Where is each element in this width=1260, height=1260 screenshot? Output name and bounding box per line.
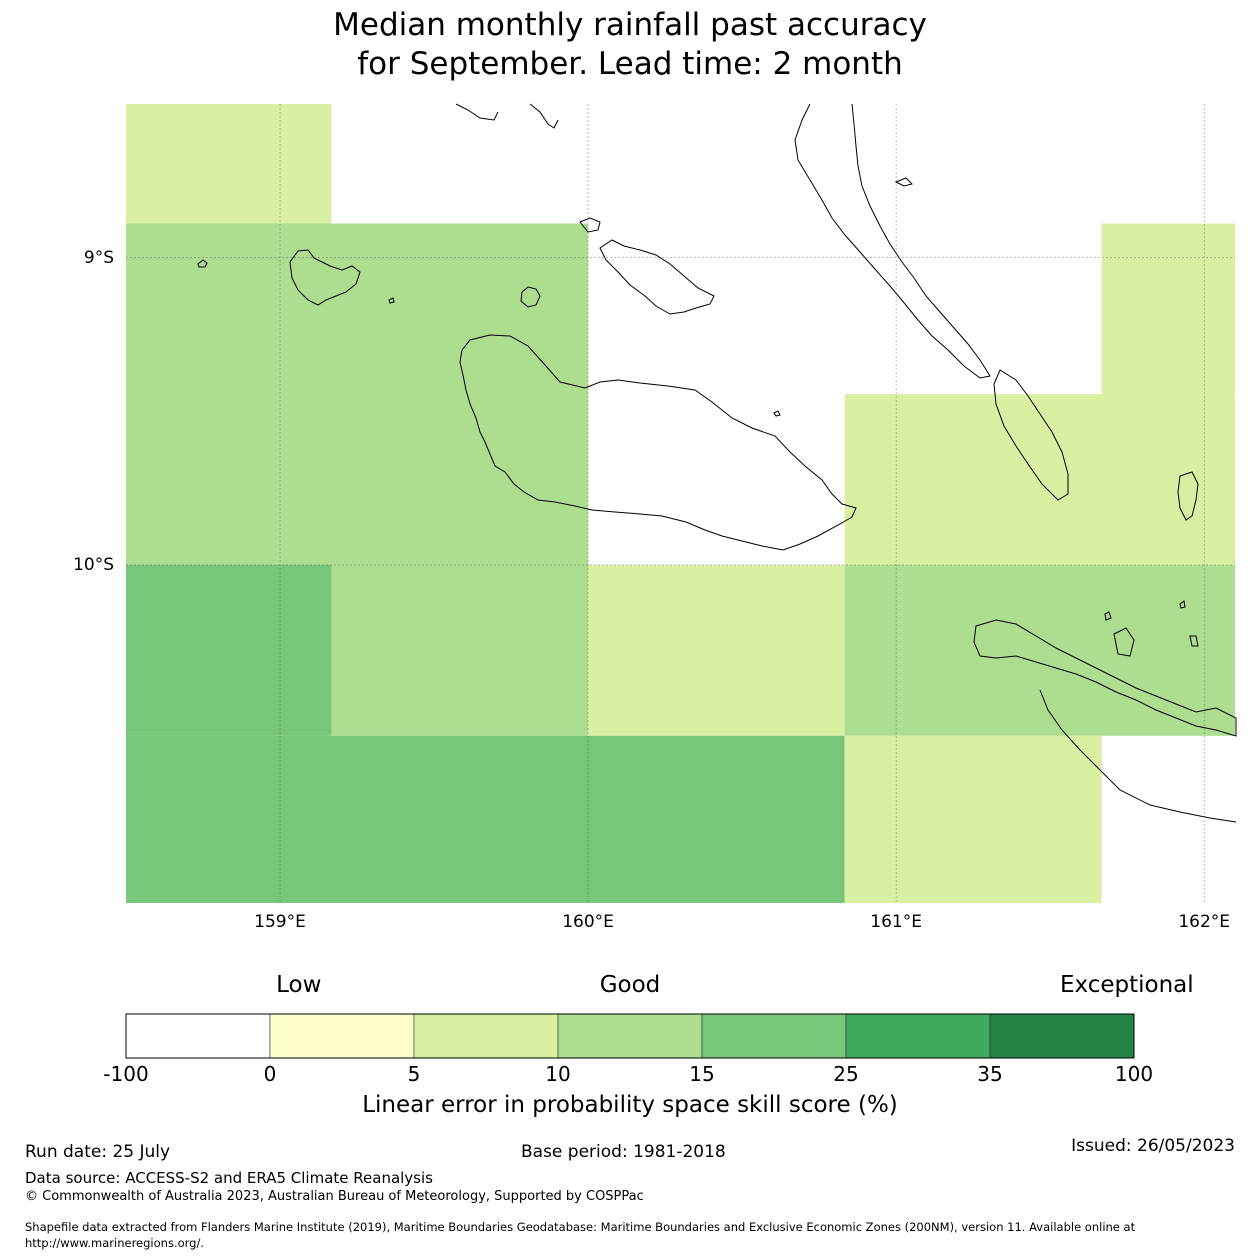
coastline-maramasike [1177,471,1199,521]
coastline-ugi [1113,627,1135,657]
skill-cell-4 [126,564,332,736]
colorbar-tick-label: 100 [1114,1062,1154,1086]
skill-cells [126,104,1235,903]
coastline-makira [973,619,1237,737]
coastline-russell-islands [289,249,361,306]
coastline-santa-isabel [794,103,991,379]
copyright: © Commonwealth of Australia 2023, Austra… [25,1189,644,1204]
coastline-islet-east-1 [1104,611,1112,621]
coastline-florida-islands [599,239,715,315]
coastline-northwest-fragment [455,103,499,121]
colorbar-swatch-3 [557,1013,703,1059]
issued-date: Issued: 26/05/2023 [1071,1136,1235,1156]
category-label: Exceptional [1059,972,1194,998]
skill-cell-3 [844,394,1235,565]
colorbar-frame [125,1013,1135,1059]
latitude-tick-label: 9°S [83,247,114,268]
category-label: Good [599,972,661,998]
longitude-tick-label: 161°E [870,912,922,932]
colorbar-swatch-1 [269,1013,415,1059]
coastline-islet-east-3 [1189,635,1199,647]
colorbar-tick-label: 35 [977,1062,1003,1086]
skill-cell-6 [588,564,845,736]
coastline-florida-north [579,217,601,233]
colorbar-tick-label: 25 [833,1062,859,1086]
run-date: Run date: 25 July [25,1142,171,1162]
coastline-islet-east-2 [1179,600,1186,609]
coastline-malaita [993,369,1069,501]
colorbar-swatch-6 [989,1013,1135,1059]
coastline-savo [520,286,541,308]
longitude-tick-label: 160°E [562,912,614,932]
colorbar-tick-label: 5 [407,1062,421,1086]
skill-cell-8 [126,735,845,903]
skill-cell-0 [126,104,332,224]
coastlines [197,103,1237,823]
coastline-islet-north [894,177,913,187]
data-source: Data source: ACCESS-S2 and ERA5 Climate … [25,1169,433,1187]
chart-title: Median monthly rainfall past accuracy fo… [0,6,1260,84]
colorbar-tick-label: 10 [545,1062,571,1086]
skill-cell-7 [844,564,1235,736]
colorbar-swatch-4 [701,1013,847,1059]
colorbar-tick-label: 15 [689,1062,715,1086]
colorbar-label: Linear error in probability space skill … [362,1092,898,1118]
title-line-2: for September. Lead time: 2 month [357,46,903,82]
longitude-tick-label: 162°E [1178,912,1231,932]
map-gridlines [126,104,1235,903]
base-period: Base period: 1981-2018 [521,1142,726,1162]
coastline-makira-south [1039,689,1237,823]
coastline-islet-russell [388,297,395,304]
colorbar-swatch-2 [413,1013,559,1059]
skill-cell-5 [331,564,589,736]
colorbar-tick-label: -100 [103,1062,149,1086]
coastline-islet-centre [773,410,781,417]
coastline-north-fragment [529,103,559,129]
coastline-guadalcanal [459,334,857,551]
colorbar-swatch-0 [125,1013,271,1059]
shapefile-credit-line-2: http://www.marineregions.org/. [25,1236,204,1250]
skill-cell-9 [844,735,1102,903]
colorbar [125,1013,1135,1059]
title-line-1: Median monthly rainfall past accuracy [333,7,927,43]
skill-cell-2 [1101,223,1235,395]
colorbar-swatch-5 [845,1013,991,1059]
latitude-tick-label: 10°S [73,554,114,575]
category-label: Low [276,972,322,998]
longitude-tick-label: 159°E [254,912,306,932]
colorbar-tick-label: 0 [263,1062,277,1086]
shapefile-credit-line-1: Shapefile data extracted from Flanders M… [25,1220,1136,1234]
coastline-islet-west [197,259,208,268]
skill-cell-1 [126,223,589,565]
